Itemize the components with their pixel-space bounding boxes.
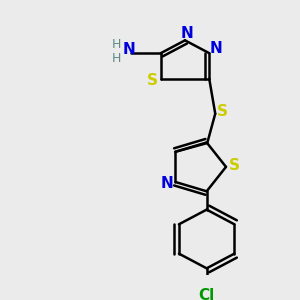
Text: S: S: [217, 104, 228, 119]
Text: N: N: [122, 42, 135, 57]
Text: Cl: Cl: [199, 288, 215, 300]
Text: N: N: [210, 41, 223, 56]
Text: S: S: [229, 158, 239, 172]
Text: N: N: [161, 176, 174, 191]
Text: H: H: [112, 38, 122, 50]
Text: H: H: [112, 52, 122, 65]
Text: S: S: [147, 73, 158, 88]
Text: N: N: [181, 26, 194, 41]
